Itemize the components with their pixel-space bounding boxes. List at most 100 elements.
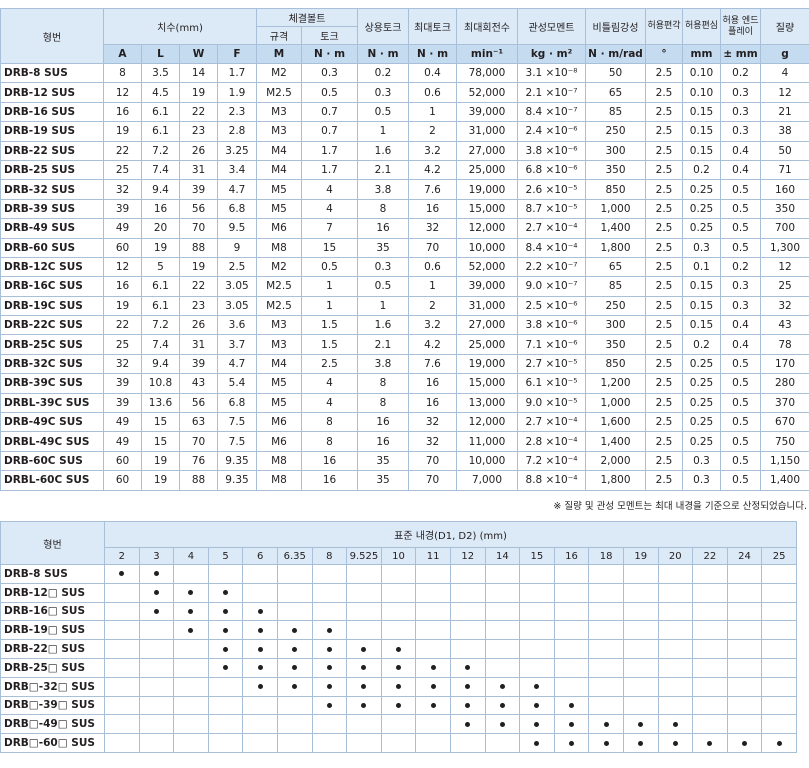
availability-dot [119,571,125,577]
availability-dot [396,684,402,690]
bore-cell [415,620,451,641]
bore-cell [622,620,659,641]
value-cell: 9.0 ×10⁻⁵ [517,392,586,414]
value-cell: 0.15 [682,140,721,161]
value-cell: 31 [179,334,218,355]
bore-cell [761,582,797,603]
value-cell: 0.3 [720,276,761,297]
value-cell: 0.5 [357,101,409,123]
model-cell: DRB-16 SUS [0,101,104,123]
value-cell: 38 [760,121,809,142]
bore-cell [484,564,521,584]
value-cell: 0.2 [720,62,761,84]
model-cell: DRB-12 SUS [0,82,104,103]
value-cell: 2.5 [645,82,683,103]
value-cell: 0.5 [720,373,761,394]
value-cell: 9.35 [217,450,257,472]
availability-dot [499,684,505,690]
availability-dot [534,721,540,727]
table-row: DRBL-39C SUS 39 13.6 56 6.8 M5 4 8 16 13,000 9.0 ×… [0,392,809,414]
value-cell: 2.5 [645,450,683,472]
value-cell: 2.5 [301,353,358,375]
value-cell: 2.5 [645,256,683,278]
value-cell: 31,000 [456,295,518,317]
value-cell: 13,000 [456,392,518,414]
value-cell: 88 [179,470,218,491]
value-cell: 16 [141,198,180,220]
value-cell: 6.1 [141,276,180,297]
value-cell: 3.8 [357,353,409,375]
value-cell: M5 [256,373,302,394]
bore-cell [449,582,486,603]
value-cell: 19 [103,295,142,317]
bore-cell [761,714,797,735]
value-cell: 6.1 [141,121,180,142]
table-row: DRB-16□ SUS [0,601,797,622]
unit-cell: kg · m² [517,44,586,64]
model-cell: DRB-22 SUS [0,140,104,161]
value-cell: 2.8 ×10⁻⁴ [517,431,586,452]
value-cell: 39 [179,179,218,200]
bore-cell [553,620,590,641]
table-row: DRB-25C SUS 25 7.4 31 3.7 M3 1.5 2.1 4.2 25,000 7.… [0,334,809,355]
value-cell: 0.2 [682,334,721,355]
bore-cell [311,733,348,753]
availability-dot [361,702,367,708]
value-cell: 0.25 [682,218,721,239]
value-cell: 2.1 [357,159,409,181]
bore-cell [692,639,728,659]
value-cell: 2.5 [645,198,683,220]
bore-cell [761,733,797,753]
unit-cell: ± mm [720,44,761,64]
bore-cell [484,733,521,753]
availability-dot [465,684,471,690]
bore-cell [380,620,417,641]
bore-cell [276,676,313,697]
availability-dot [223,608,229,614]
value-cell: 9.0 ×10⁻⁷ [517,276,586,297]
availability-dot [672,740,678,746]
table-row: DRB-25 SUS 25 7.4 31 3.4 M4 1.7 2.1 4.2 25,000 6.8… [0,159,809,181]
bore-cell [449,639,486,659]
unit-cell: ° [645,44,683,64]
size-cell: 12 [449,547,486,565]
value-cell: 35 [357,450,409,472]
value-cell: 1,400 [585,218,646,239]
value-cell: 2.5 [645,237,683,258]
bore-cell [449,733,486,753]
bore-cell [242,620,278,641]
value-cell: 12 [103,256,142,278]
value-cell: 1 [357,295,409,317]
bore-cell [207,582,244,603]
value-cell: 70 [179,218,218,239]
bore-cell [138,657,175,678]
value-cell: 0.2 [357,62,409,84]
bore-cell [242,695,278,716]
value-cell: 27,000 [456,140,518,161]
bore-cell [622,733,659,753]
value-cell: 1,400 [585,431,646,452]
model-cell: DRB□-60□ SUS [0,733,105,753]
value-cell: 22 [179,276,218,297]
value-cell: 5.4 [217,373,257,394]
header-cell: 상용토크 [357,8,409,45]
value-cell: 4 [301,198,358,220]
bore-cell [311,657,348,678]
bore-cell [692,695,728,716]
model-cell: DRB-25 SUS [0,159,104,181]
value-cell: 0.3 [682,237,721,258]
value-cell: 700 [760,218,809,239]
availability-dot [430,702,436,708]
value-cell: 15,000 [456,198,518,220]
value-cell: 1,400 [760,470,809,491]
value-cell: 6.8 [217,198,257,220]
value-cell: 20 [141,218,180,239]
bore-cell [726,733,763,753]
bore-cell [207,657,244,678]
model-cell: DRB-39C SUS [0,373,104,394]
availability-dot [223,665,229,671]
value-cell: 60 [103,470,142,491]
value-cell: 0.25 [682,179,721,200]
bore-cell [553,639,590,659]
bore-cell [761,601,797,622]
